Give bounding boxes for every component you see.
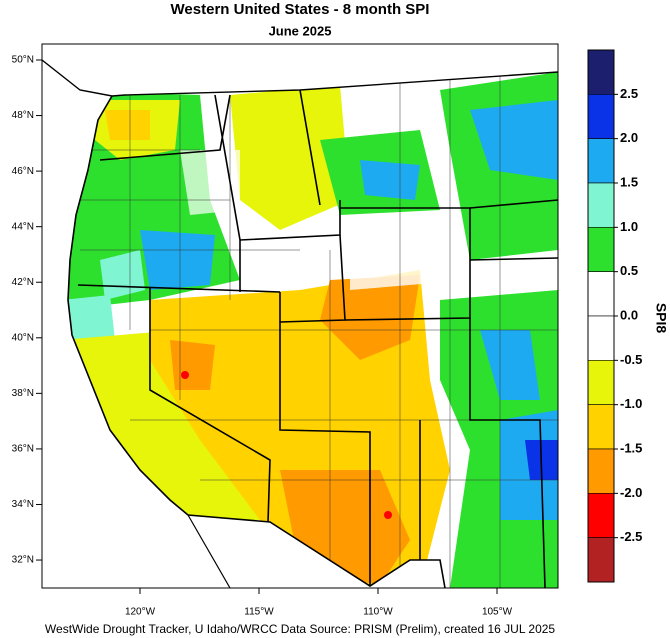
map-area [42,44,558,588]
lat-tick-label: 46°N [12,166,34,177]
colorbar-tick-label: 2.5 [620,86,638,101]
colorbar-tick-label: -2.5 [620,529,642,544]
colorbar-bin [587,537,615,583]
lon-tick-label: 110°W [363,607,393,618]
footer-credit: WestWide Drought Tracker, U Idaho/WRCC D… [45,622,556,636]
lat-tick-label: 34°N [12,499,34,510]
colorbar-bin [587,360,615,405]
colorbar-title: SPI8 [653,303,669,334]
colorbar-bin [587,182,615,228]
colorbar-bin [587,227,615,272]
colorbar-bin [587,138,615,184]
lon-tick-label: 115°W [244,607,274,618]
lat-tick-label: 36°N [12,444,34,455]
lon-tick-label: 105°W [482,607,513,618]
colorbar-tick-label: 1.0 [620,219,638,234]
colorbar-tick-label: -0.5 [620,352,642,367]
colorbar-tick-label: -1.5 [620,440,642,455]
colorbar-bin [587,271,615,317]
lat-tick-label: 38°N [12,388,34,399]
map-subtitle: June 2025 [269,23,332,38]
map-title: Western United States - 8 month SPI [171,1,430,18]
colorbar-bin [587,49,615,95]
colorbar-bin [587,315,615,361]
colorbar-tick-label: 0.5 [620,263,638,278]
lat-tick-label: 40°N [12,332,34,343]
colorbar-bin [587,94,615,139]
colorbar-tick-label: 1.5 [620,174,638,189]
lat-tick-label: 48°N [12,110,34,121]
colorbar-tick-label: 2.0 [620,130,638,145]
colorbar-bin [587,404,615,450]
colorbar-tick-label: 0.0 [620,307,638,322]
colorbar-tick-label: -2.0 [620,485,642,500]
lon-tick-label: 120°W [125,607,156,618]
lat-tick-label: 50°N [12,55,34,66]
map-frame [41,43,559,589]
spi-field [68,72,558,588]
lat-tick-label: 42°N [12,277,34,288]
colorbar-tick-label: -1.0 [620,396,642,411]
lat-tick-label: 44°N [12,221,34,232]
colorbar-bin [587,448,615,494]
colorbar-bin [587,493,615,538]
lat-tick-label: 32°N [12,555,34,566]
